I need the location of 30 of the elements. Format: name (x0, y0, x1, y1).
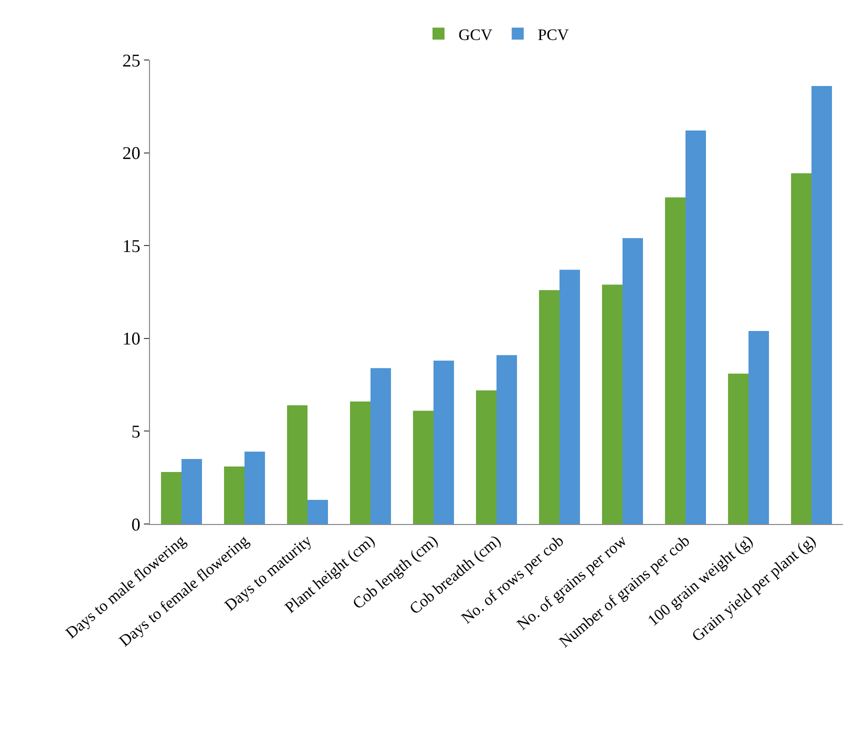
y-tick-label: 5 (131, 422, 140, 442)
bar (370, 368, 391, 524)
bar (539, 290, 560, 524)
bar (224, 466, 244, 524)
bar (476, 390, 496, 524)
bar (308, 500, 328, 524)
bar (161, 472, 182, 524)
bar (622, 238, 643, 524)
bar (287, 405, 308, 524)
y-tick-label: 20 (122, 143, 140, 164)
y-tick-label: 0 (131, 514, 140, 534)
bar (434, 360, 454, 524)
legend-label: GCV (458, 26, 493, 44)
bar (665, 197, 686, 524)
bar (182, 459, 202, 524)
bar (686, 130, 706, 524)
bar (560, 270, 580, 524)
bar (413, 410, 434, 524)
bar (812, 86, 832, 524)
bar (728, 374, 748, 524)
bar (602, 284, 622, 524)
bar (748, 330, 769, 524)
bar (244, 452, 265, 524)
y-tick-label: 10 (122, 328, 140, 349)
bar (791, 173, 812, 524)
y-tick-label: 25 (122, 50, 140, 70)
bar (350, 402, 370, 524)
y-tick-label: 15 (122, 236, 140, 256)
bar (496, 355, 517, 524)
legend-label: PCV (538, 26, 570, 44)
